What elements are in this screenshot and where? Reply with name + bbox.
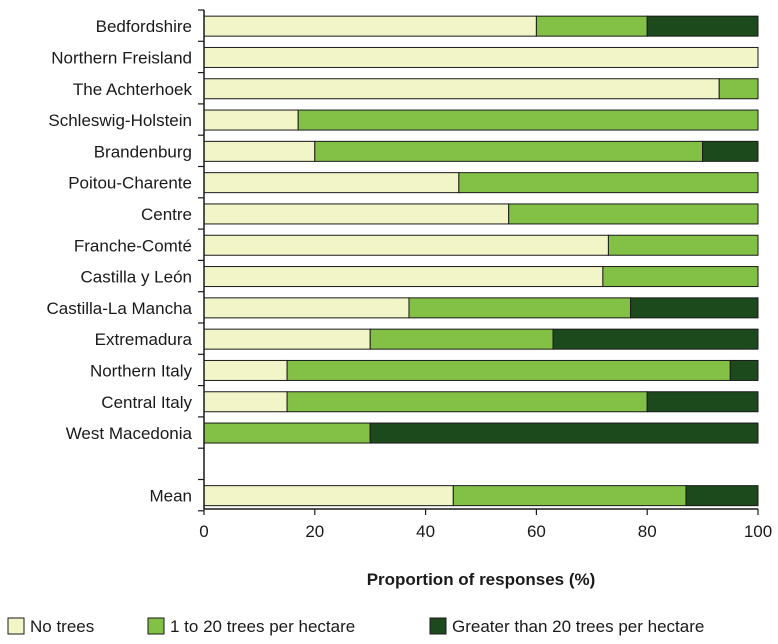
bar-segment xyxy=(203,422,371,444)
x-axis-title: Proportion of responses (%) xyxy=(367,570,596,589)
category-labels: Bedfordshire Northern Freisland The Achter… xyxy=(46,17,193,506)
bar-segment xyxy=(408,297,632,319)
bar-segment xyxy=(535,15,648,37)
bar-segment xyxy=(607,234,759,256)
bar-segment xyxy=(729,359,759,381)
bar-segment xyxy=(203,391,288,413)
bar-segment xyxy=(203,15,537,37)
bar-segment xyxy=(203,234,609,256)
x-tick-label: 40 xyxy=(416,522,435,541)
bar-segment xyxy=(286,359,731,381)
category-label: Northern Freisland xyxy=(51,48,192,67)
category-label: Poitou-Charente xyxy=(68,174,192,193)
bar-segment xyxy=(286,391,648,413)
legend-swatch xyxy=(429,617,447,635)
bar-segment xyxy=(203,485,454,507)
category-label: Mean xyxy=(149,487,192,506)
bar-segment xyxy=(452,485,687,507)
bar-segment xyxy=(718,78,759,100)
bar-segment xyxy=(203,328,371,350)
category-label: Northern Italy xyxy=(90,361,193,380)
bar-segment xyxy=(685,485,759,507)
bar-segment xyxy=(508,203,759,225)
bar-segment xyxy=(552,328,759,350)
bar-segment xyxy=(369,422,759,444)
legend-swatch xyxy=(147,617,165,635)
category-label: Centre xyxy=(141,205,192,224)
bars xyxy=(203,15,759,507)
bar-segment xyxy=(203,172,460,194)
bar-segment xyxy=(602,266,759,288)
category-label: Franche-Comté xyxy=(74,236,192,255)
x-tick-label: 20 xyxy=(305,522,324,541)
bar-segment xyxy=(646,391,759,413)
category-label: Schleswig-Holstein xyxy=(48,111,192,130)
x-axis-ticks: 0 20 40 60 80 100 xyxy=(199,509,772,541)
x-tick-label: 60 xyxy=(527,522,546,541)
category-label: Brandenburg xyxy=(94,142,192,161)
bar-segment xyxy=(630,297,759,319)
bar-segment xyxy=(203,78,720,100)
axes xyxy=(198,9,758,512)
legend-label: 1 to 20 trees per hectare xyxy=(170,617,355,636)
bar-segment xyxy=(369,328,554,350)
bar-segment xyxy=(646,15,759,37)
bar-segment xyxy=(203,140,316,162)
bar-segment xyxy=(702,140,759,162)
bar-segment xyxy=(314,140,704,162)
legend-swatch xyxy=(7,617,25,635)
bar-segment xyxy=(203,266,604,288)
bar-segment xyxy=(203,46,759,68)
bar-segment xyxy=(297,109,759,131)
category-label: The Achterhoek xyxy=(73,80,193,99)
x-tick-label: 0 xyxy=(199,522,208,541)
category-label: Central Italy xyxy=(101,393,192,412)
category-label: Castilla-La Mancha xyxy=(46,299,192,318)
category-label: West Macedonia xyxy=(66,424,193,443)
category-label: Bedfordshire xyxy=(96,17,192,36)
bar-segment xyxy=(458,172,759,194)
bar-segment xyxy=(203,359,288,381)
bar-segment xyxy=(203,203,510,225)
category-label: Castilla y León xyxy=(80,268,192,287)
bar-segment xyxy=(203,109,299,131)
legend: No trees 1 to 20 trees per hectare Greater… xyxy=(7,617,704,636)
x-tick-label: 100 xyxy=(744,522,772,541)
legend-label: No trees xyxy=(30,617,94,636)
category-label: Extremadura xyxy=(95,330,193,349)
x-tick-label: 80 xyxy=(638,522,657,541)
bar-segment xyxy=(203,297,410,319)
legend-label: Greater than 20 trees per hectare xyxy=(452,617,704,636)
